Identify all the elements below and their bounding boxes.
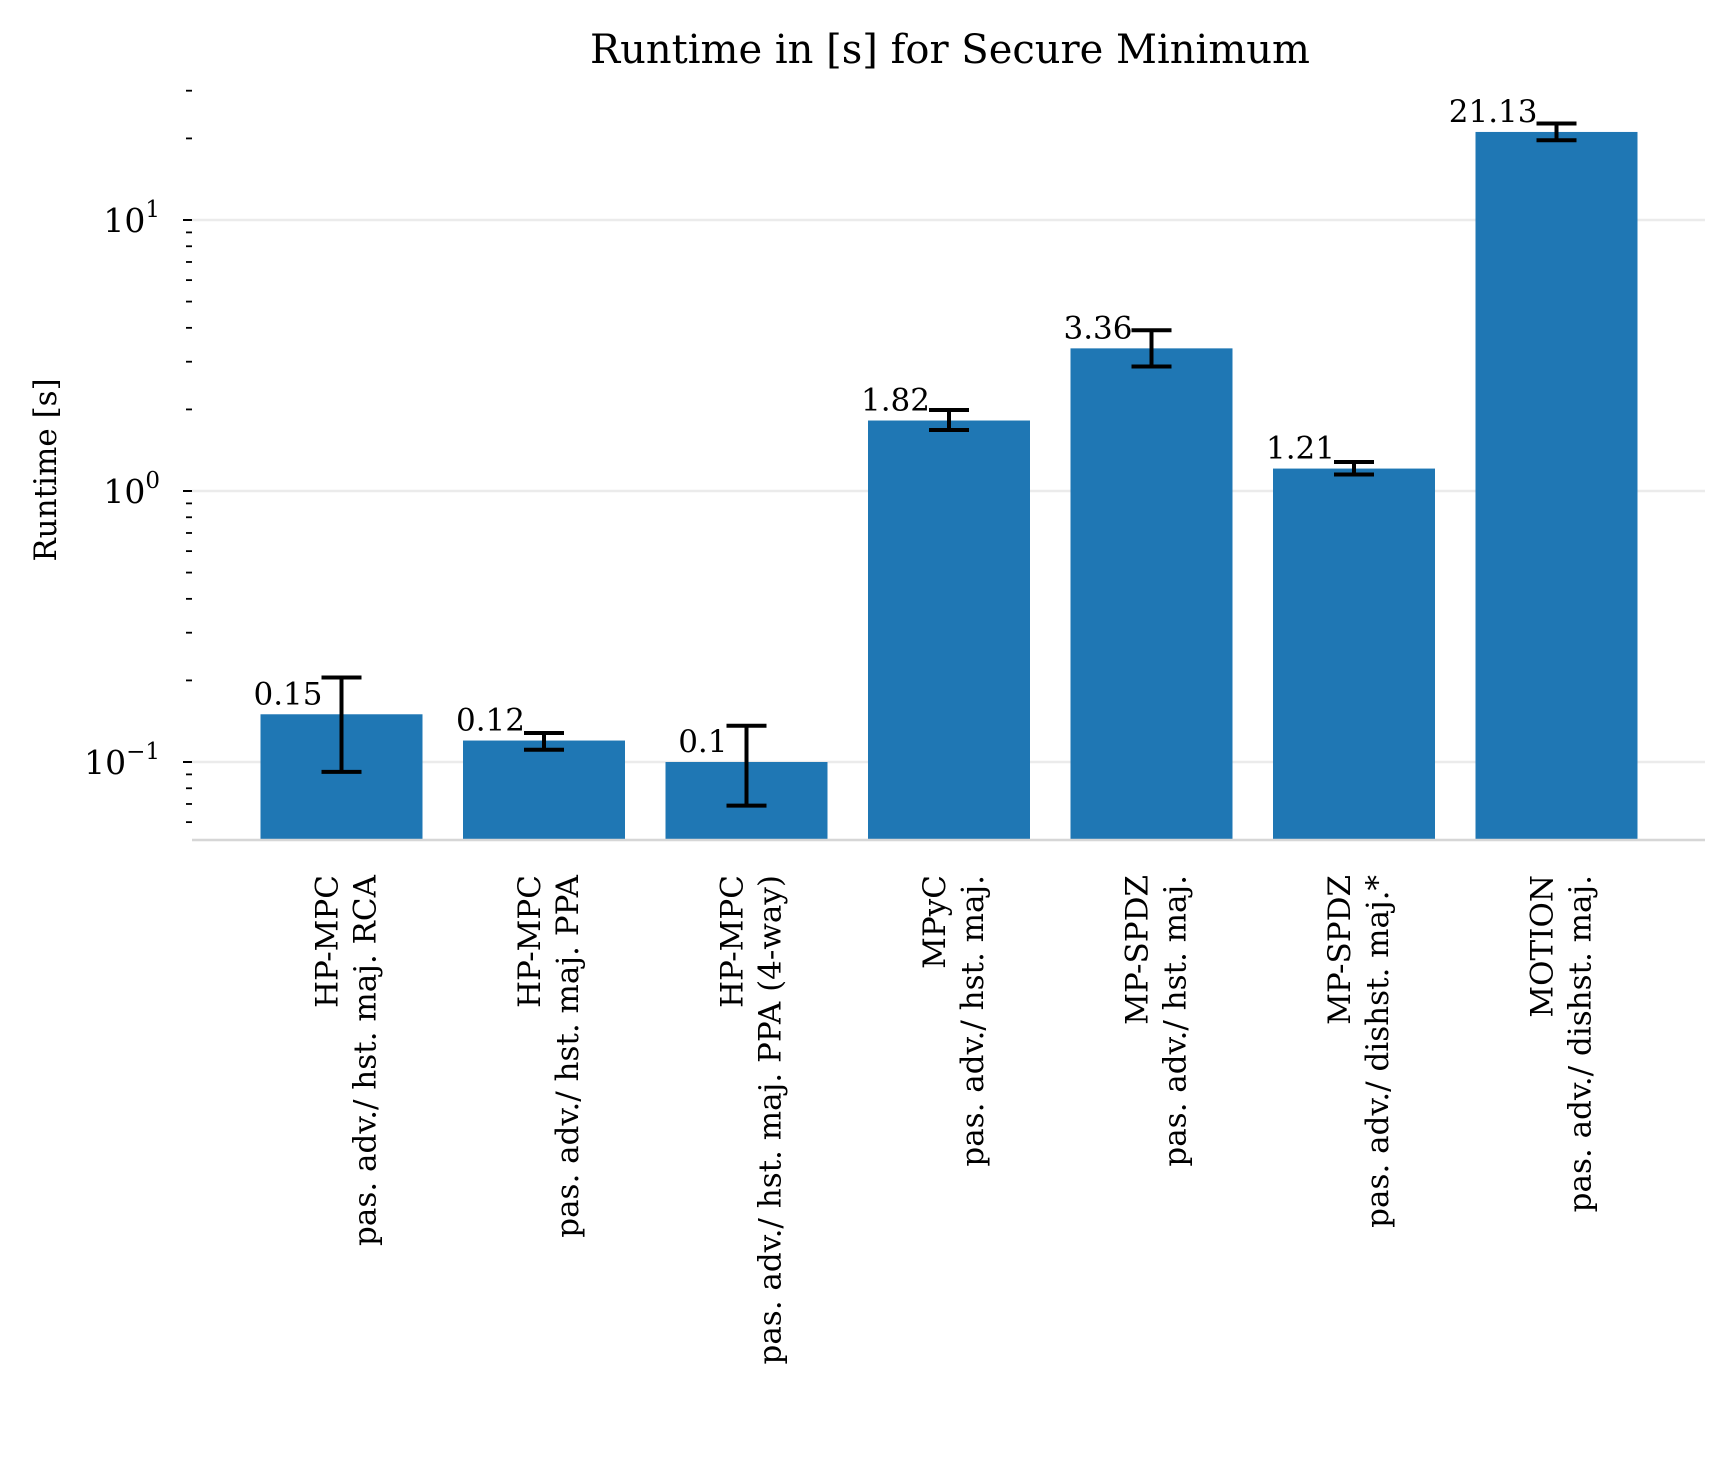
x-tick-label: HP-MPC pas. adv./ hst. maj. RCA [310, 874, 384, 1246]
x-tick-label: HP-MPC pas. adv./ hst. maj. PPA [512, 874, 586, 1237]
x-tick-label: MOTION pas. adv./ dishst. maj. [1525, 875, 1599, 1212]
x-tick-label-setting: pas. adv./ hst. maj. RCA [348, 874, 384, 1246]
x-tick-label-name: HP-MPC [512, 875, 548, 1008]
y-axis-label: Runtime [s] [28, 378, 64, 561]
value-label: 1.82 [861, 383, 930, 419]
y-tick-label: 10−1 [84, 739, 160, 782]
x-tick-label: MPyC pas. adv./ hst. maj. [917, 875, 991, 1167]
x-tick-label-setting: pas. adv./ hst. maj. PPA [550, 874, 586, 1237]
value-label: 21.13 [1449, 94, 1538, 130]
x-tick-label-name: MP-SPDZ [1322, 875, 1358, 1025]
x-tick-label: MP-SPDZ pas. adv./ dishst. maj.* [1322, 875, 1396, 1228]
bar [1070, 348, 1233, 840]
value-label: 3.36 [1063, 310, 1132, 346]
bar [463, 740, 625, 840]
x-tick-label: HP-MPC pas. adv./ hst. maj. PPA (4-way) [715, 875, 789, 1365]
value-label: 0.12 [456, 703, 525, 739]
x-tick-label: MP-SPDZ pas. adv./ hst. maj. [1120, 875, 1194, 1167]
value-labels: 0.15 0.12 0.1 1.82 3.36 1.21 21.13 [253, 94, 1537, 760]
x-axis-tick-labels: HP-MPC pas. adv./ hst. maj. RCA HP-MPC pas.… [310, 874, 1599, 1364]
bar [1273, 468, 1435, 840]
y-tick-label: 100 [103, 468, 160, 511]
x-tick-label-setting: pas. adv./ hst. maj. [1158, 875, 1194, 1167]
x-tick-label-setting: pas. adv./ dishst. maj.* [1360, 875, 1396, 1228]
x-tick-label-name: MPyC [917, 875, 953, 969]
x-tick-label-name: HP-MPC [715, 875, 751, 1008]
x-tick-label-name: MOTION [1525, 875, 1561, 1018]
x-tick-label-setting: pas. adv./ dishst. maj. [1563, 875, 1599, 1212]
x-tick-label-name: HP-MPC [310, 875, 346, 1008]
value-label: 0.1 [678, 724, 727, 760]
value-label: 1.21 [1266, 431, 1335, 467]
bar [868, 420, 1030, 840]
value-label: 0.15 [253, 676, 322, 712]
y-tick-label: 101 [103, 197, 160, 240]
bar [1475, 131, 1638, 840]
bars [260, 131, 1638, 840]
y-axis-ticks: 10−1 100 101 [84, 89, 192, 824]
x-tick-label-name: MP-SPDZ [1120, 875, 1156, 1025]
error-bars [321, 121, 1577, 808]
chart-title: Runtime in [s] for Secure Minimum [590, 27, 1310, 73]
x-tick-label-setting: pas. adv./ hst. maj. [955, 875, 991, 1167]
x-tick-label-setting: pas. adv./ hst. maj. PPA (4-way) [753, 875, 789, 1365]
